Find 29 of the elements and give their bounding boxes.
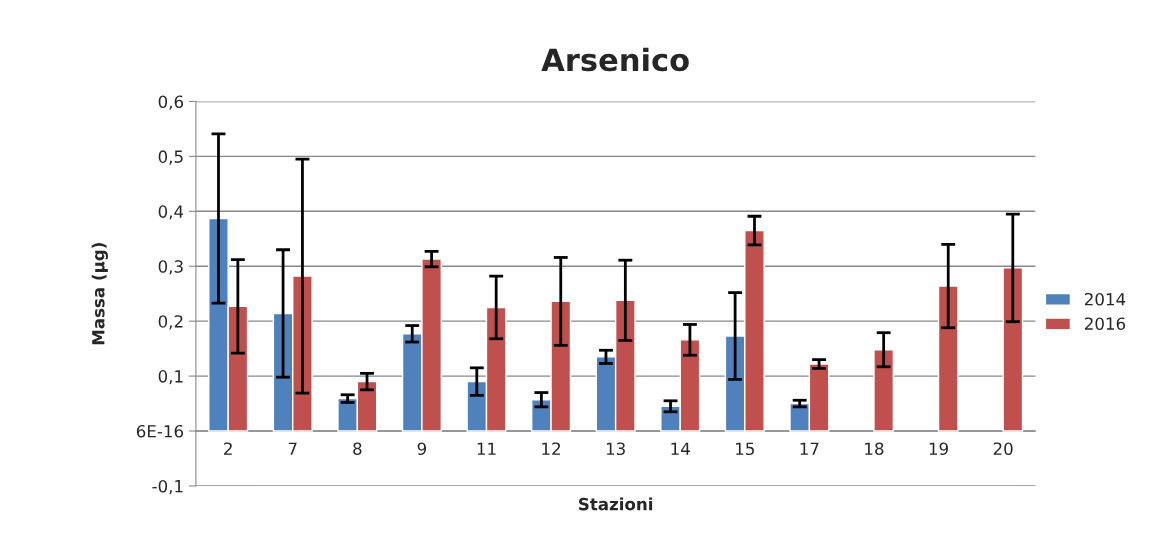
x-tick-label: 17 — [800, 442, 819, 455]
x-tick-label: 20 — [993, 442, 1013, 456]
y-tick-label: 0,2 — [158, 315, 183, 330]
x-tick-label: 12 — [542, 442, 560, 455]
x-tick-label: 7 — [288, 442, 297, 455]
legend-label: 2016 — [1084, 317, 1126, 330]
legend-label: 2014 — [1084, 292, 1126, 306]
x-tick-label: 15 — [736, 442, 754, 456]
y-tick-label: -0,1 — [152, 479, 183, 495]
chart-title: Arsenico — [541, 47, 689, 72]
y-tick-label: 0,5 — [158, 150, 183, 165]
x-tick-label: 19 — [929, 442, 948, 456]
x-tick-label: 9 — [417, 442, 427, 456]
y-tick-label: 0,4 — [158, 205, 184, 220]
x-tick-label: 11 — [477, 442, 496, 455]
x-tick-label: 13 — [606, 442, 625, 456]
x-axis-title: Stazioni — [579, 497, 653, 511]
y-tick-label: 0,1 — [158, 370, 183, 385]
x-tick-label: 18 — [865, 442, 884, 456]
y-tick-label: 6E-16 — [136, 424, 184, 438]
y-tick-label: 0,3 — [158, 260, 183, 275]
bar — [1002, 267, 1024, 432]
x-tick-label: 2 — [224, 442, 232, 455]
x-tick-label: 8 — [353, 442, 362, 456]
y-axis-title: Massa (µg) — [91, 243, 108, 345]
bar — [937, 285, 959, 432]
bar — [873, 349, 895, 432]
y-tick-label: 0,6 — [158, 95, 184, 110]
x-tick-label: 14 — [671, 442, 690, 455]
